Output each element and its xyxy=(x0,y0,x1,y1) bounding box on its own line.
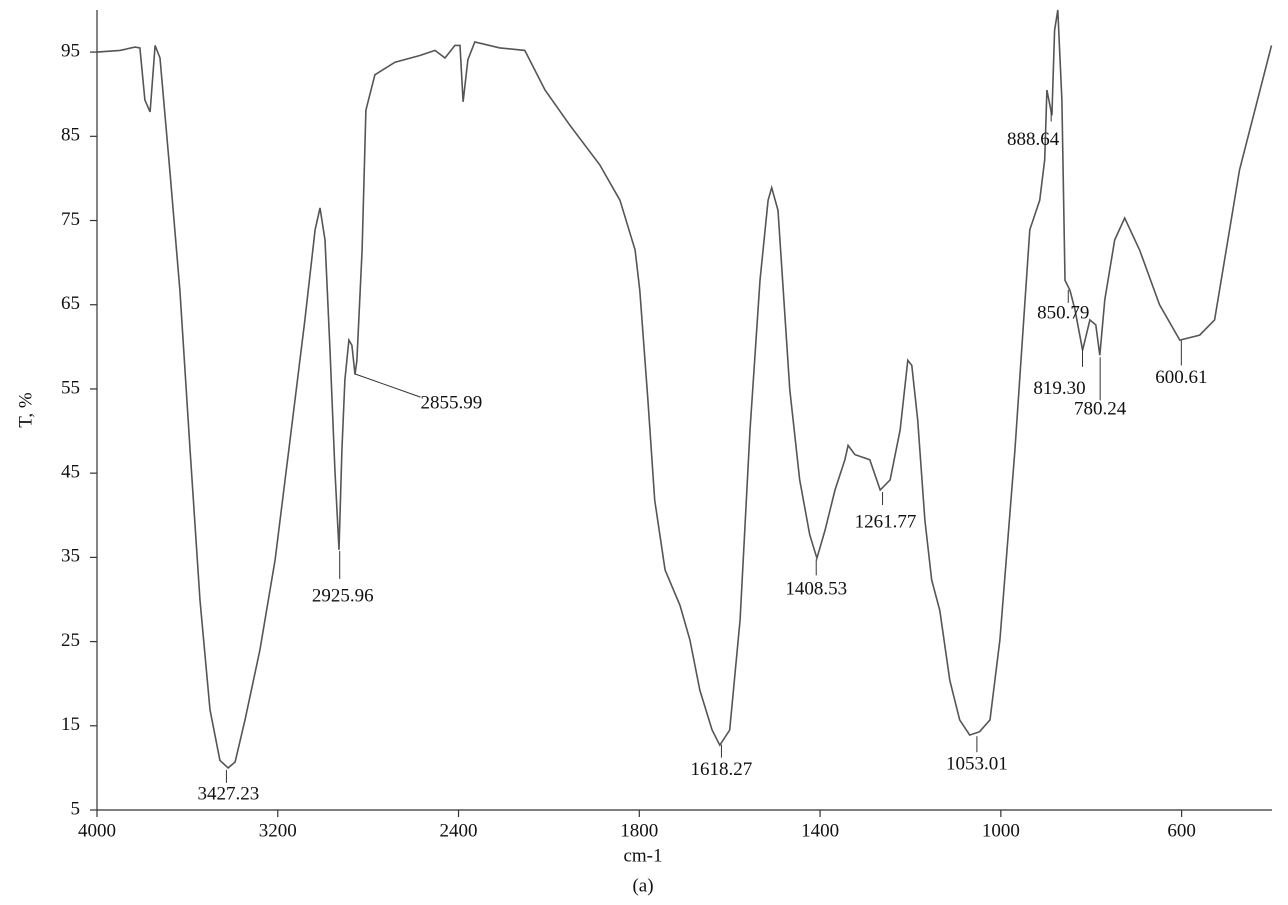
peak-label: 819.30 xyxy=(1033,378,1085,399)
peak-label: 3427.23 xyxy=(198,783,260,804)
x-tick-label: 1400 xyxy=(801,820,839,841)
peak-label: 1053.01 xyxy=(946,754,1008,775)
x-tick-label: 1800 xyxy=(620,820,658,841)
y-tick-label: 55 xyxy=(61,377,80,398)
x-tick-label: 600 xyxy=(1167,820,1196,841)
y-tick-label: 75 xyxy=(61,209,80,230)
y-tick-label: 65 xyxy=(61,293,80,314)
x-tick-label: 4000 xyxy=(78,820,116,841)
y-tick-label: 35 xyxy=(61,546,80,567)
x-tick-label: 1000 xyxy=(982,820,1020,841)
y-tick-label: 25 xyxy=(61,630,80,651)
y-tick-label: 5 xyxy=(71,798,81,819)
peak-label: 1408.53 xyxy=(785,579,847,600)
peak-label: 888.64 xyxy=(1007,129,1060,150)
peak-leader xyxy=(355,373,421,398)
x-tick-label: 3200 xyxy=(259,820,297,841)
peak-label: 2925.96 xyxy=(312,585,374,606)
caption: (a) xyxy=(632,875,653,896)
x-axis-label: cm-1 xyxy=(623,845,662,866)
peak-label: 2855.99 xyxy=(421,392,483,413)
peak-label: 600.61 xyxy=(1155,367,1207,388)
peak-label: 850.79 xyxy=(1037,302,1089,323)
x-tick-label: 2400 xyxy=(440,820,478,841)
y-tick-label: 15 xyxy=(61,714,80,735)
y-tick-label: 85 xyxy=(61,125,80,146)
peak-label: 1618.27 xyxy=(691,759,753,780)
y-axis-label: T, % xyxy=(15,392,36,428)
spectrum-line xyxy=(96,9,1273,769)
peak-label: 780.24 xyxy=(1074,399,1127,420)
y-tick-label: 95 xyxy=(61,40,80,61)
peak-label: 1261.77 xyxy=(855,511,917,532)
y-tick-label: 45 xyxy=(61,462,80,483)
